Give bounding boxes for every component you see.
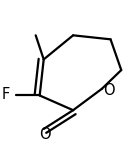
Text: O: O (103, 83, 115, 98)
Text: O: O (39, 127, 51, 142)
Text: F: F (2, 87, 10, 102)
